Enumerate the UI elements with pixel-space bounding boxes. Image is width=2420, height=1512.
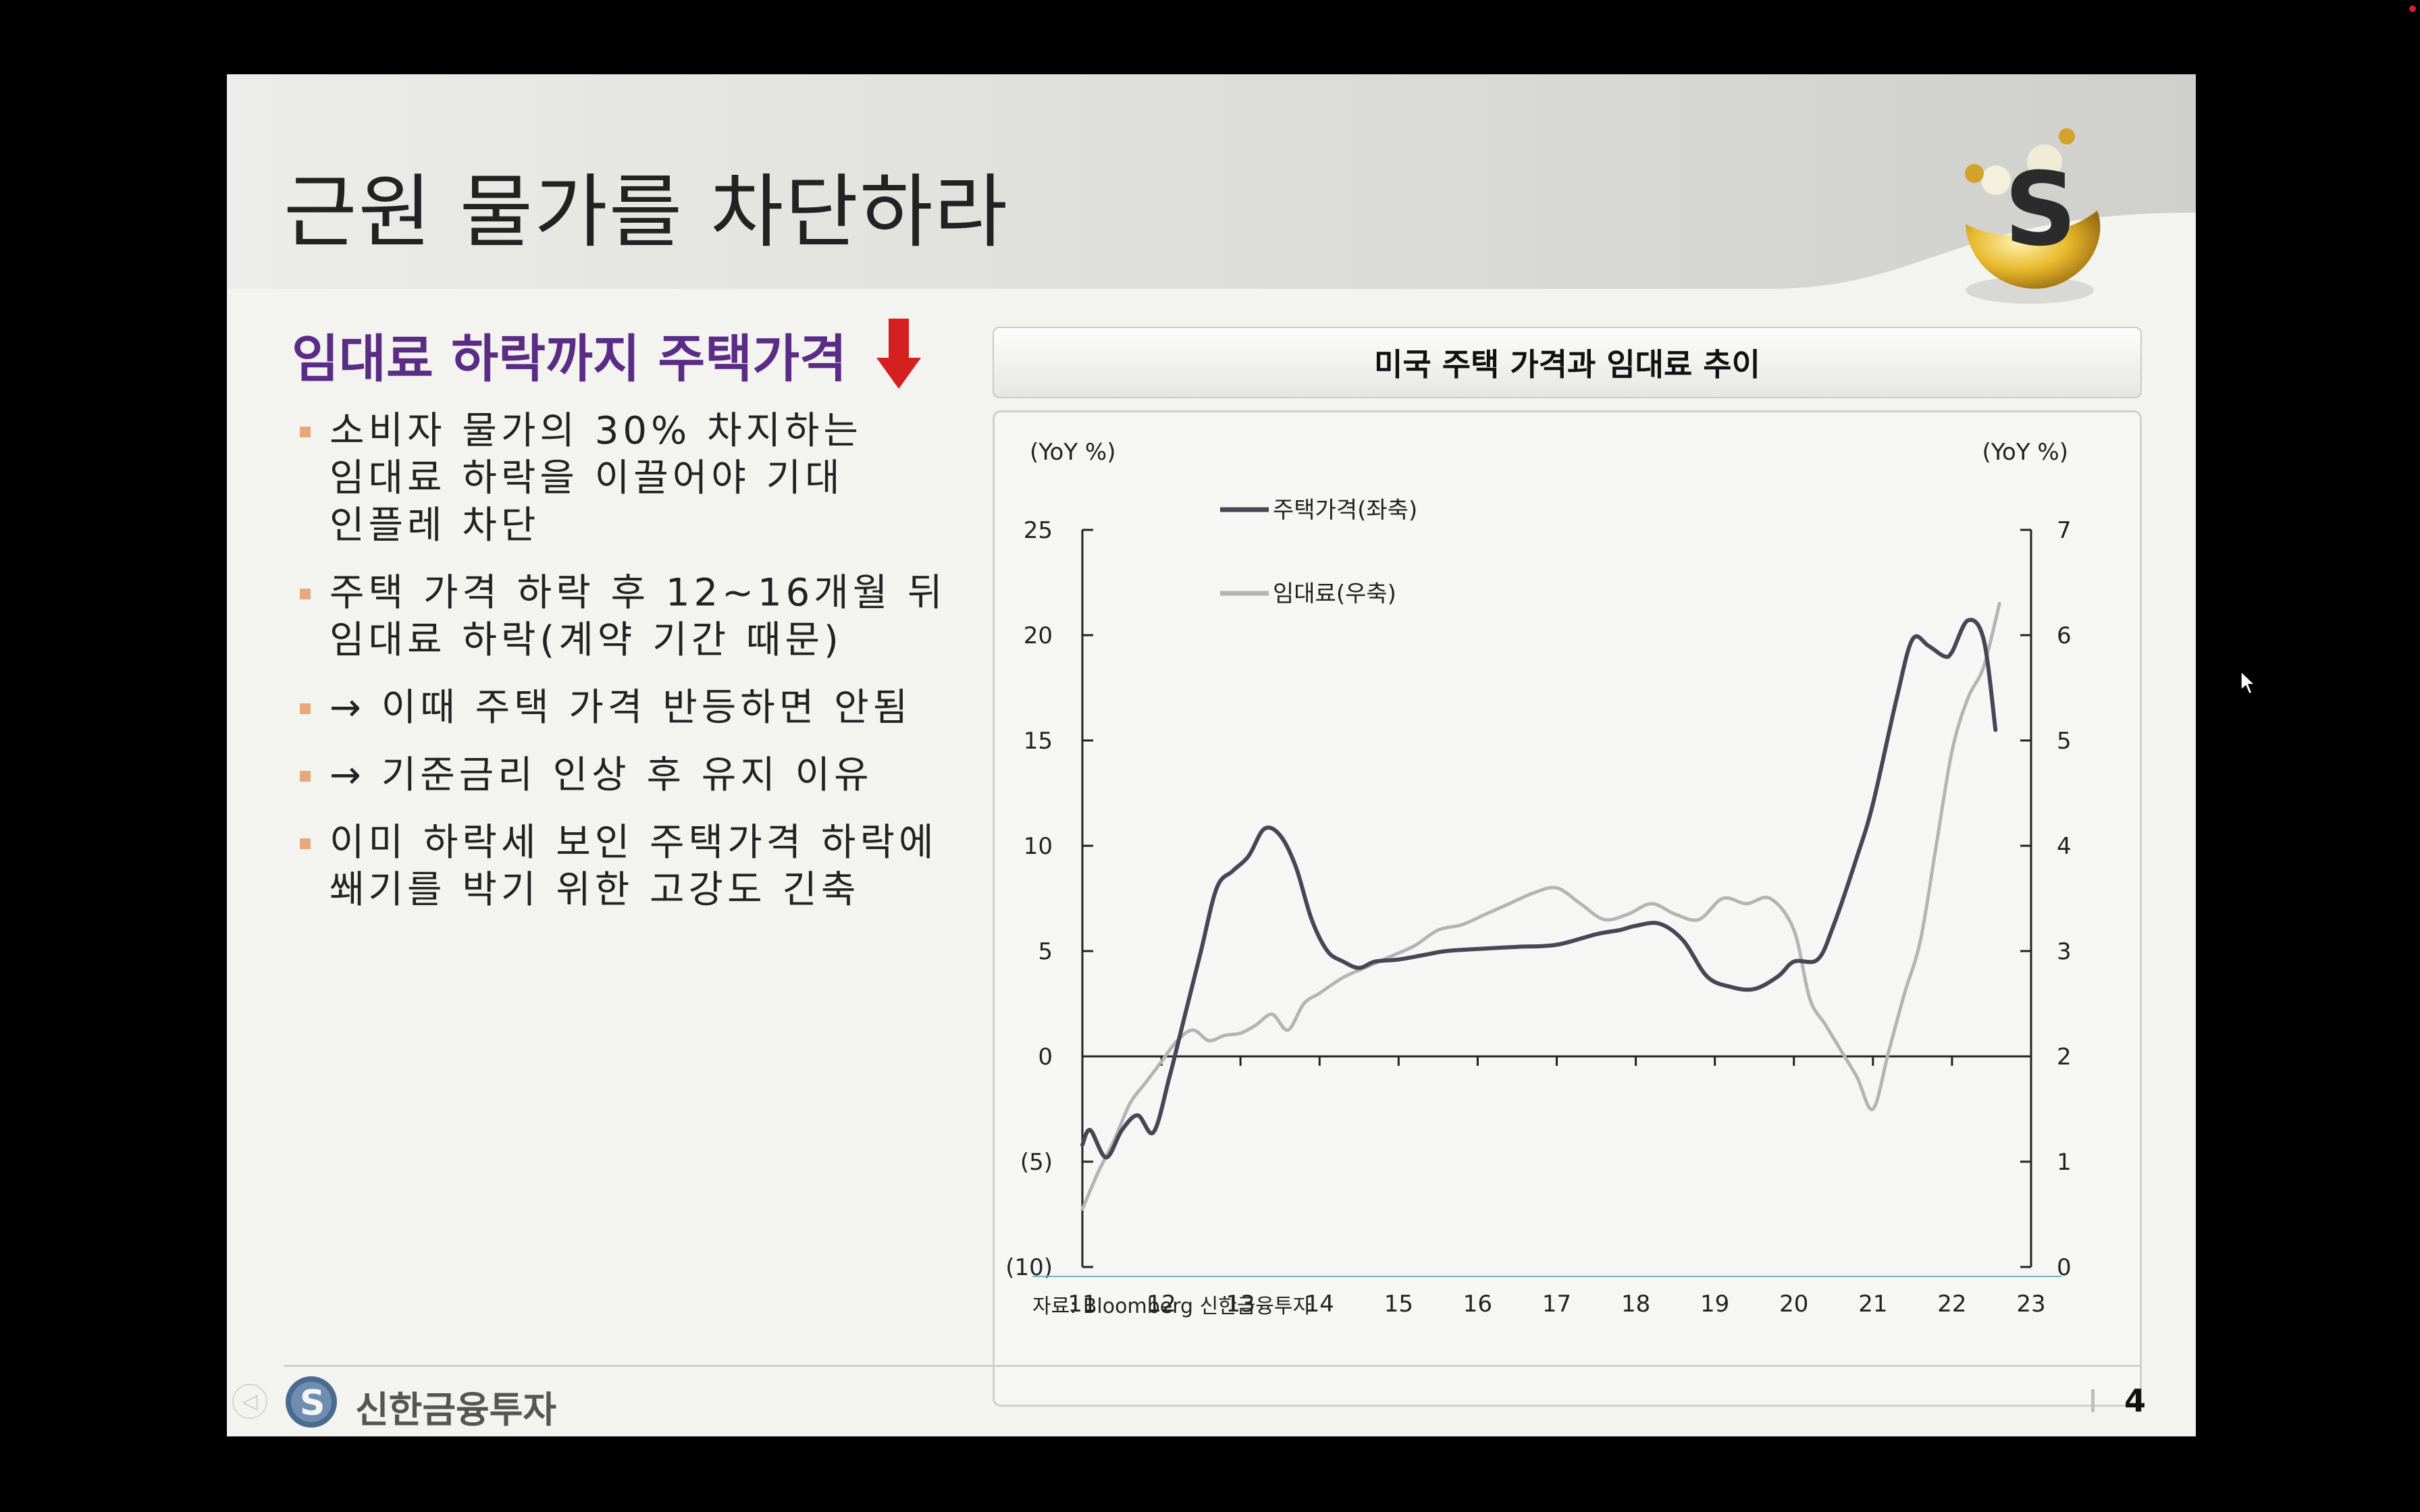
x-tick-label: 18 [1621,1291,1650,1318]
footer-rule [284,1365,2140,1367]
right-y-tick-label: 7 [2057,517,2072,544]
bullet-text: 소비자 물가의 30% 차지하는 임대료 하락을 이끌어야 기대 인플레 차단 [330,409,863,547]
prev-slide-icon[interactable]: ◁ [232,1384,267,1419]
right-y-tick-label: 1 [2057,1149,2072,1176]
bullet-item: 주택 가격 하락 후 12~16개월 뒤 임대료 하락(계약 기간 때문) [292,570,1149,664]
bullet-text: → 기준금리 인상 후 유지 이유 [330,753,873,797]
legend-label: 주택가격(좌축) [1273,497,1417,524]
bullet-item: 소비자 물가의 30% 차지하는 임대료 하락을 이끌어야 기대 인플레 차단 [292,408,1149,549]
right-y-tick-label: 6 [2057,622,2072,649]
right-y-tick-label: 0 [2057,1254,2072,1281]
chart-panel: (YoY %) (YoY %) 25 20 15 10 5 0 (5) (10) 7 6 5 4 3 2 1… [993,410,2142,1407]
chart-title: 미국 주택 가격과 임대료 추이 [993,327,2142,398]
legend-label: 임대료(우축) [1273,580,1396,608]
right-y-tick-label: 4 [2057,833,2072,860]
left-y-tick-label: 25 [1024,517,1053,544]
x-tick-label: 20 [1779,1291,1808,1318]
right-y-tick-label: 5 [2057,728,2072,755]
x-tick-label: 17 [1542,1291,1571,1318]
bullet-text: 주택 가격 하락 후 12~16개월 뒤 임대료 하락(계약 기간 때문) [330,571,947,662]
footer-brand: 신한금융투자 [355,1388,557,1431]
x-tick-label: 14 [1305,1291,1334,1318]
mouse-cursor-icon [2240,671,2255,695]
right-y-tick-label: 2 [2057,1044,2072,1071]
left-y-tick-label: 5 [1038,938,1053,965]
x-tick-label: 22 [1937,1291,1966,1318]
down-arrow-icon [876,319,921,389]
page-number: 4 [2124,1382,2147,1419]
x-tick-label: 19 [1700,1291,1729,1318]
bullet-item: → 기준금리 인상 후 유지 이유 [292,752,1149,799]
svg-text:S: S [2004,151,2077,269]
shinhan-logo-icon: S [1965,128,2101,304]
bullet-text: 이미 하락세 보인 주택가격 하락에 쐐기를 박기 위한 고강도 긴축 [330,821,938,912]
bullet-text: → 이때 주택 가격 반등하면 안됨 [330,686,912,730]
x-tick-label: 23 [2016,1291,2045,1318]
x-tick-label: 13 [1226,1291,1255,1318]
presentation-slide: 근원 물가를 차단하라 S 임대료 하락까지 주택가격 소비자 물가의 30% … [227,74,2196,1436]
left-y-tick-label: 10 [1024,833,1053,860]
page-separator [2091,1389,2095,1412]
left-axis-unit: (YoY %) [1030,439,1115,466]
series-line-housing [1080,618,1998,1160]
x-tick-label: 16 [1463,1291,1492,1318]
bullet-list: 소비자 물가의 30% 차지하는 임대료 하락을 이끌어야 기대 인플레 차단 … [292,408,1149,934]
series-line-rent [1080,601,2001,1211]
section-heading: 임대료 하락까지 주택가격 [292,329,847,389]
x-tick-label: 11 [1068,1291,1097,1318]
left-y-tick-label: 20 [1024,622,1053,649]
chart-source: 자료: Bloomberg 신한금융투자 [1032,1295,1311,1318]
x-tick-label: 21 [1858,1291,1887,1318]
bullet-item: → 이때 주택 가격 반등하면 안됨 [292,684,1149,732]
shinhan-logo-icon: S [286,1376,337,1428]
bullet-item: 이미 하락세 보인 주택가격 하락에 쐐기를 박기 위한 고강도 긴축 [292,819,1149,914]
recording-indicator [2409,5,2416,12]
line-chart: (YoY %) (YoY %) 2520151050(5)(10)7654321… [1005,439,2072,1318]
left-y-tick-label: (5) [1020,1149,1053,1176]
x-tick-label: 12 [1147,1291,1176,1318]
left-y-tick-label: 15 [1024,728,1053,755]
right-axis-unit: (YoY %) [1982,439,2068,466]
right-y-tick-label: 3 [2057,938,2072,965]
left-y-tick-label: 0 [1038,1044,1053,1071]
x-tick-label: 15 [1384,1291,1413,1318]
svg-text:S: S [300,1383,325,1424]
slide-title: 근원 물가를 차단하라 [284,165,1009,259]
